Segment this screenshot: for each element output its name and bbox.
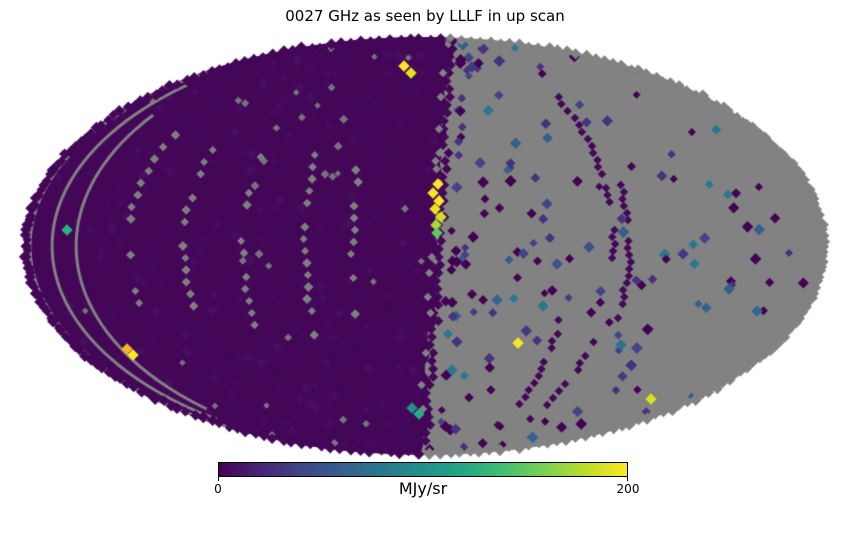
colorbar-tickmark-min [218, 477, 219, 481]
colorbar-tickmark-max [627, 477, 628, 481]
colorbar-tick-max: 200 [616, 482, 640, 496]
colorbar-label: MJy/sr [398, 479, 448, 498]
colorbar-gradient [218, 462, 628, 477]
colorbar: 0 200 MJy/sr [214, 462, 639, 526]
colorbar-tick-min: 0 [214, 482, 222, 496]
